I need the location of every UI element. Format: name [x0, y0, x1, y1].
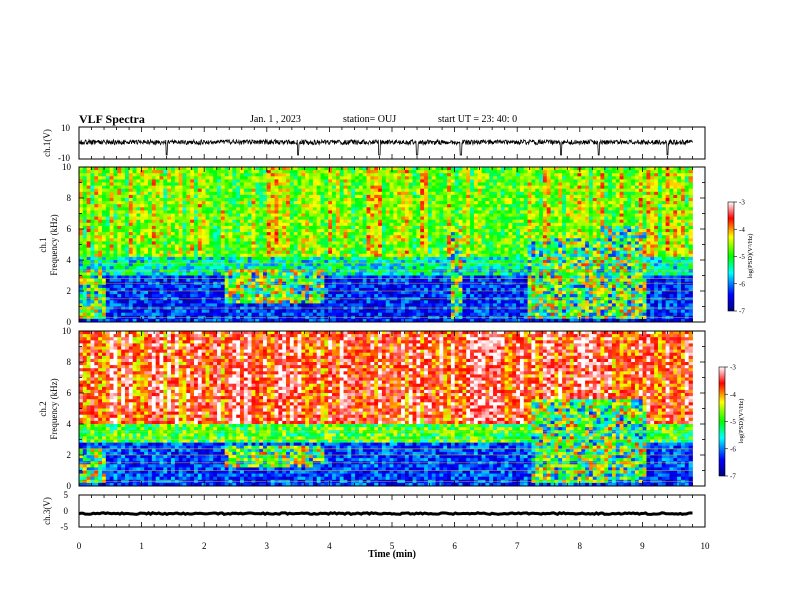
ch3-ytick-mid: 0	[64, 506, 69, 516]
colorbar-tick-label: -4	[739, 226, 745, 234]
ch1-waveform-ylabel: ch.1(V)	[42, 129, 52, 157]
x-tick-label: 0	[77, 541, 82, 551]
ch2-spectrogram-ylabel-channel: ch.2	[38, 401, 48, 416]
x-tick-label: 10	[701, 541, 711, 551]
date-label: Jan. 1 , 2023	[250, 114, 301, 125]
ch1-spectrogram-image	[79, 167, 693, 323]
colorbar-tick-label: -5	[730, 418, 736, 426]
ch2-colorbar: -3 -4 -5 -6 -7 log(PSD)(V²/Hz)	[718, 364, 745, 481]
y-tick-label: 4	[67, 255, 72, 265]
station-label: station= OUJ	[343, 114, 397, 125]
colorbar-tick-label: -7	[730, 473, 736, 481]
ch3-ytick-top: 5	[64, 490, 69, 500]
ch3-waveform-trace	[78, 511, 693, 517]
x-tick-label: 2	[202, 541, 207, 551]
ch1-spectrogram-ylabel-channel: ch.1	[38, 237, 48, 252]
ch1-ytick-bottom: -10	[58, 153, 70, 163]
colorbar-tick-label: -3	[739, 199, 745, 207]
ch3-waveform-frame	[78, 494, 706, 528]
colorbar-tick-label: -7	[739, 308, 745, 316]
colorbar-tick-label: -5	[739, 253, 745, 261]
colorbar-tick-label: -6	[730, 445, 736, 453]
y-tick-label: 2	[67, 286, 72, 296]
figure-title: VLF Spectra	[79, 112, 145, 126]
ch1-waveform-trace	[78, 138, 693, 156]
colorbar-tick-label: -3	[730, 364, 736, 372]
ch2-colorbar-gradient	[718, 366, 726, 477]
colorbar-tick-label: -4	[730, 391, 736, 399]
ch3-ytick-bottom: -5	[61, 522, 69, 532]
ch1-colorbar: -3 -4 -5 -6 -7 log(PSD)(V²/Hz)	[727, 199, 754, 316]
ch2-colorbar-label: log(PSD)(V²/Hz)	[738, 399, 745, 444]
ch1-colorbar-gradient	[727, 201, 735, 312]
x-axis-tick-labels: 0 1 2 3 4 5 6 7 8 9 10	[77, 541, 710, 551]
x-tick-label: 8	[578, 541, 583, 551]
y-tick-label: 0	[67, 317, 72, 327]
x-tick-label: 4	[327, 541, 332, 551]
ch1-ytick-top: 10	[61, 123, 71, 133]
x-tick-label: 9	[640, 541, 645, 551]
ch3-waveform-panel: 5 0 -5 ch.3(V)	[42, 490, 706, 532]
y-tick-label: 2	[67, 450, 72, 460]
x-axis-title: Time (min)	[368, 549, 416, 560]
start-time-label: start UT = 23: 40: 0	[438, 114, 518, 125]
ch1-waveform-frame	[78, 126, 706, 160]
ch1-waveform-panel: 10 -10 ch.1(V)	[42, 123, 706, 163]
x-tick-label: 6	[452, 541, 457, 551]
ch3-waveform-ylabel: ch.3(V)	[42, 497, 52, 525]
ch1-spectrogram-panel: 0 2 4 6 8 10 ch.1 Frequency (kHz)	[38, 162, 706, 327]
x-tick-label: 5	[390, 541, 395, 551]
y-tick-label: 8	[67, 357, 72, 367]
ch2-spectrogram-ylabel: Frequency (kHz)	[49, 378, 59, 439]
y-tick-label: 10	[62, 162, 72, 172]
ch1-spectrogram-ylabel: Frequency (kHz)	[49, 214, 59, 275]
x-tick-label: 1	[139, 541, 144, 551]
y-tick-label: 6	[67, 388, 72, 398]
colorbar-tick-label: -6	[739, 280, 745, 288]
y-tick-label: 0	[67, 481, 72, 491]
x-tick-label: 3	[265, 541, 270, 551]
x-tick-label: 7	[515, 541, 520, 551]
y-tick-label: 10	[62, 326, 72, 336]
y-tick-label: 6	[67, 224, 72, 234]
ch1-colorbar-label: log(PSD)(V²/Hz)	[747, 234, 754, 279]
y-tick-label: 8	[67, 193, 72, 203]
ch2-spectrogram-panel: 0 2 4 6 8 10 ch.2 Frequency (kHz)	[38, 326, 706, 491]
y-tick-label: 4	[67, 419, 72, 429]
ch2-spectrogram-image	[79, 331, 693, 487]
